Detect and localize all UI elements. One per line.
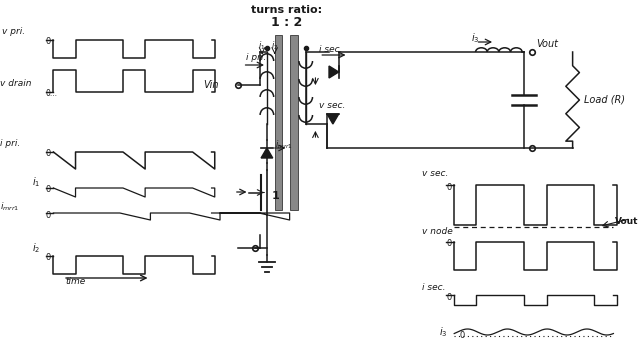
Text: $i_3$: $i_3$ (438, 325, 447, 339)
Bar (275, 35, 282, 210)
Text: $i_{mrr1}$: $i_{mrr1}$ (275, 139, 292, 151)
Text: 0: 0 (447, 293, 452, 301)
Text: v drain: v drain (0, 79, 31, 88)
Text: Vout: Vout (615, 217, 639, 226)
Polygon shape (329, 66, 339, 78)
Text: 0: 0 (45, 150, 51, 158)
Text: 0: 0 (45, 211, 51, 220)
Text: $i_2$: $i_2$ (271, 40, 278, 52)
Text: v node: v node (422, 228, 453, 237)
Text: time: time (65, 277, 85, 286)
Text: i sec.: i sec. (319, 46, 343, 55)
Text: $i_2$: $i_2$ (32, 241, 40, 255)
Bar (290, 35, 298, 210)
Text: 0: 0 (45, 185, 51, 195)
Text: 0: 0 (447, 239, 452, 248)
Polygon shape (261, 148, 273, 158)
Text: i pri.: i pri. (0, 140, 20, 149)
Text: $i_1$: $i_1$ (32, 175, 40, 189)
Text: i pri.: i pri. (246, 54, 266, 63)
Text: Vin: Vin (203, 80, 218, 90)
Text: v sec.: v sec. (422, 168, 449, 177)
Text: $i_1$: $i_1$ (259, 40, 266, 52)
Text: v pri.: v pri. (2, 27, 25, 37)
Text: 0...: 0... (45, 89, 58, 98)
Polygon shape (327, 114, 339, 124)
Text: Vout: Vout (537, 39, 559, 49)
Text: Load (R): Load (R) (584, 95, 625, 105)
Text: i sec.: i sec. (422, 283, 445, 292)
Text: 0: 0 (45, 253, 51, 262)
Text: 0: 0 (459, 332, 464, 340)
Text: $i_{mrr1}$: $i_{mrr1}$ (0, 201, 19, 213)
Text: 1 : 2: 1 : 2 (271, 16, 302, 29)
Text: v sec.: v sec. (319, 101, 346, 110)
Text: 1: 1 (272, 191, 280, 201)
Text: turns ratio:: turns ratio: (251, 5, 322, 15)
Text: 0: 0 (45, 38, 51, 47)
Text: $i_3$: $i_3$ (470, 31, 479, 45)
Text: 0: 0 (447, 182, 452, 191)
